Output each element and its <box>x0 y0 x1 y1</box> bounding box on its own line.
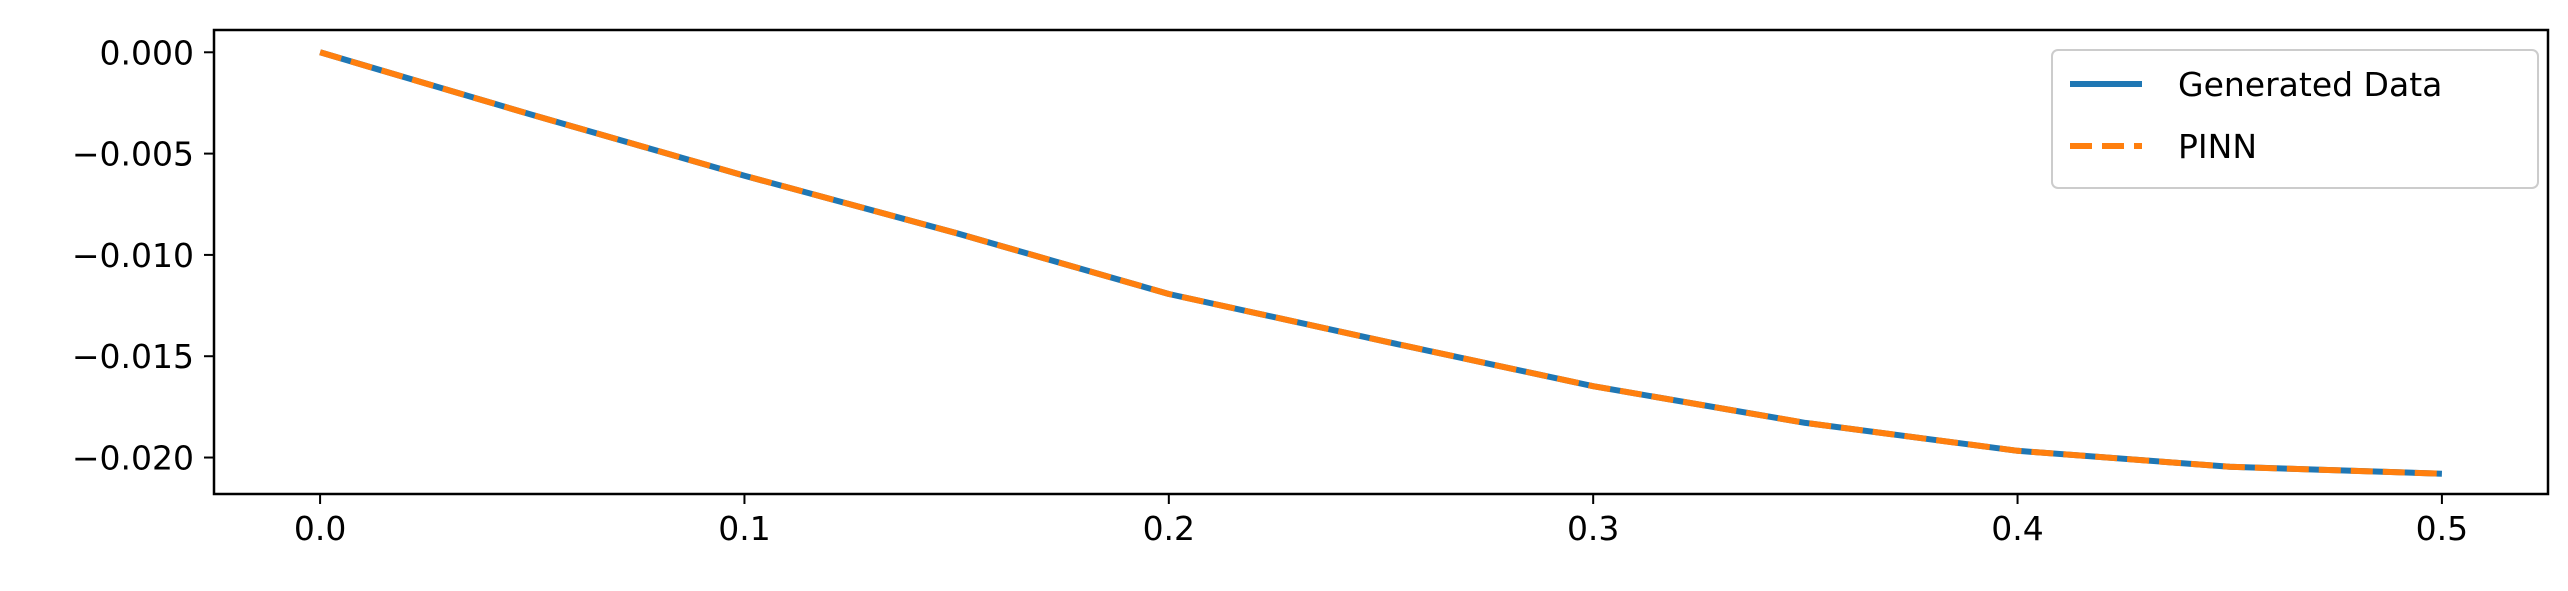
y-tick-label: 0.000 <box>100 33 194 72</box>
legend-label: Generated Data <box>2178 65 2442 104</box>
legend-box <box>2051 49 2539 189</box>
legend: Generated Data PINN <box>2051 49 2539 189</box>
axes-frame <box>212 28 2550 496</box>
series-line-1 <box>319 49 2442 477</box>
y-tick-label: −0.020 <box>72 439 194 478</box>
x-tick-label: 0.0 <box>294 509 346 548</box>
x-tick-label: 0.3 <box>1567 509 1619 548</box>
y-axis: 0.000 −0.005 −0.010 −0.015 −0.020 <box>72 33 214 478</box>
legend-label: PINN <box>2178 127 2257 166</box>
x-axis: 0.0 0.1 0.2 0.3 0.4 0.5 <box>294 494 2468 548</box>
x-tick-label: 0.5 <box>2416 509 2468 548</box>
x-tick-label: 0.2 <box>1143 509 1195 548</box>
x-tick-label: 0.4 <box>1991 509 2043 548</box>
plot-lines <box>319 49 2442 477</box>
y-tick-label: −0.010 <box>72 236 194 275</box>
y-tick-label: −0.005 <box>72 135 194 174</box>
y-tick-label: −0.015 <box>72 337 194 376</box>
x-tick-label: 0.1 <box>718 509 770 548</box>
